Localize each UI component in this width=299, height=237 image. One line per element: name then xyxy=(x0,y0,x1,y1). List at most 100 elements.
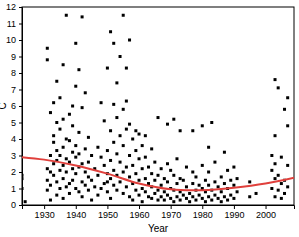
y-tick-label: 1 xyxy=(11,184,16,194)
point xyxy=(144,190,147,193)
point xyxy=(131,138,134,141)
point xyxy=(153,161,156,164)
point xyxy=(185,185,188,188)
x-axis: 19301940195019601970198019902000 xyxy=(23,205,295,220)
point xyxy=(220,190,223,193)
point xyxy=(49,199,52,202)
point xyxy=(179,129,182,132)
y-tick: 2 xyxy=(11,167,22,177)
point xyxy=(77,152,80,155)
point xyxy=(141,200,144,203)
point xyxy=(134,189,137,192)
point xyxy=(74,156,77,159)
point xyxy=(138,194,141,197)
point xyxy=(112,42,115,45)
point xyxy=(128,39,131,42)
point xyxy=(52,101,55,104)
point xyxy=(62,118,65,121)
point xyxy=(134,129,137,132)
y-tick: 8 xyxy=(11,68,22,78)
point xyxy=(112,141,115,144)
y-tick-label: 11 xyxy=(7,19,16,29)
point xyxy=(182,194,185,197)
point xyxy=(141,187,144,190)
point xyxy=(131,164,134,167)
point xyxy=(201,164,204,167)
point xyxy=(74,172,77,175)
point xyxy=(62,146,65,149)
y-tick: 0 xyxy=(11,200,22,210)
point xyxy=(74,85,77,88)
point xyxy=(204,200,207,203)
y-tick: 1 xyxy=(11,184,22,194)
point xyxy=(166,194,169,197)
x-tick-mark xyxy=(202,205,203,209)
point xyxy=(68,192,71,195)
point xyxy=(179,177,182,180)
point xyxy=(71,105,74,108)
point xyxy=(87,175,90,178)
point xyxy=(191,195,194,198)
point xyxy=(188,200,191,203)
x-tick-label: 1970 xyxy=(161,210,181,220)
point xyxy=(71,167,74,170)
point xyxy=(62,177,65,180)
point xyxy=(109,30,112,33)
point xyxy=(274,78,277,81)
x-tick-label: 1940 xyxy=(66,210,86,220)
point xyxy=(81,195,84,198)
point xyxy=(255,192,258,195)
point xyxy=(84,147,87,150)
x-tick-label: 1990 xyxy=(224,210,244,220)
point xyxy=(49,184,52,187)
point xyxy=(125,166,128,169)
point xyxy=(22,174,24,177)
point xyxy=(270,154,273,157)
point xyxy=(157,189,160,192)
point xyxy=(58,128,61,131)
y-tick-label: 4 xyxy=(11,134,16,144)
point xyxy=(106,190,109,193)
point xyxy=(280,197,283,200)
y-tick: 4 xyxy=(11,134,22,144)
point xyxy=(150,197,153,200)
point xyxy=(87,189,90,192)
point xyxy=(286,185,289,188)
x-tick-mark xyxy=(76,205,77,209)
point xyxy=(96,194,99,197)
point xyxy=(103,164,106,167)
y-tick-mark xyxy=(19,123,22,124)
point xyxy=(232,184,235,187)
point xyxy=(286,164,289,167)
point xyxy=(226,199,229,202)
point xyxy=(46,167,49,170)
y-tick-label: 6 xyxy=(11,101,16,111)
point xyxy=(277,174,280,177)
point xyxy=(81,106,84,109)
point xyxy=(52,162,55,165)
point xyxy=(46,47,49,50)
y-tick-label: 8 xyxy=(11,68,16,78)
point xyxy=(198,194,201,197)
point xyxy=(128,195,131,198)
point xyxy=(128,175,131,178)
point xyxy=(125,128,128,131)
point xyxy=(100,101,103,104)
point xyxy=(125,67,128,70)
y-tick-mark xyxy=(19,73,22,74)
y-tick-label: 7 xyxy=(11,85,16,95)
point xyxy=(188,192,191,195)
point xyxy=(58,187,61,190)
point xyxy=(71,151,74,154)
point xyxy=(112,169,115,172)
point xyxy=(213,161,216,164)
point xyxy=(52,174,55,177)
y-tick-mark xyxy=(19,40,22,41)
x-tick-mark xyxy=(107,205,108,209)
point xyxy=(62,197,65,200)
chart: 1930194019501960197019801990200001234567… xyxy=(0,0,299,237)
point xyxy=(153,179,156,182)
point xyxy=(84,184,87,187)
point xyxy=(71,179,74,182)
point xyxy=(77,131,80,134)
